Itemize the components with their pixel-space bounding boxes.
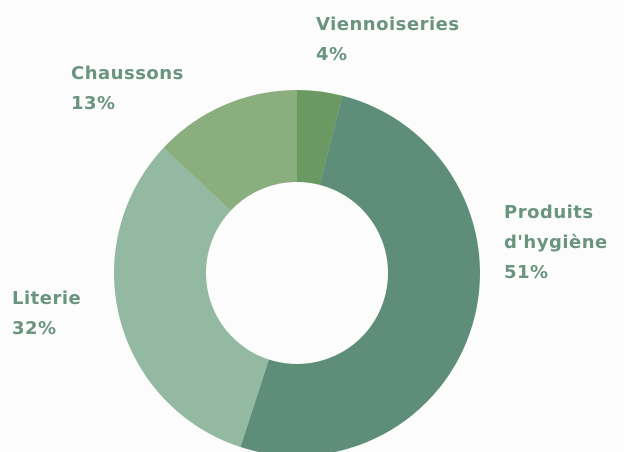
value-label: 32% <box>12 318 57 339</box>
value-label: 13% <box>71 93 116 114</box>
category-label: Produits d'hygiène <box>504 202 608 253</box>
slice <box>297 90 343 185</box>
value-label: 51% <box>504 262 549 283</box>
slice-label: Produits d'hygiène 51% <box>504 198 624 288</box>
category-label: Chaussons <box>71 63 184 84</box>
slice <box>163 90 297 211</box>
slice-label: Chaussons 13% <box>71 59 231 119</box>
value-label: 4% <box>316 44 348 65</box>
slice-label: Viennoiseries 4% <box>316 10 516 70</box>
slice-label: Literie 32% <box>12 284 132 344</box>
slice <box>113 147 269 448</box>
category-label: Viennoiseries <box>316 14 460 35</box>
category-label: Literie <box>12 288 82 309</box>
slice <box>240 95 480 452</box>
